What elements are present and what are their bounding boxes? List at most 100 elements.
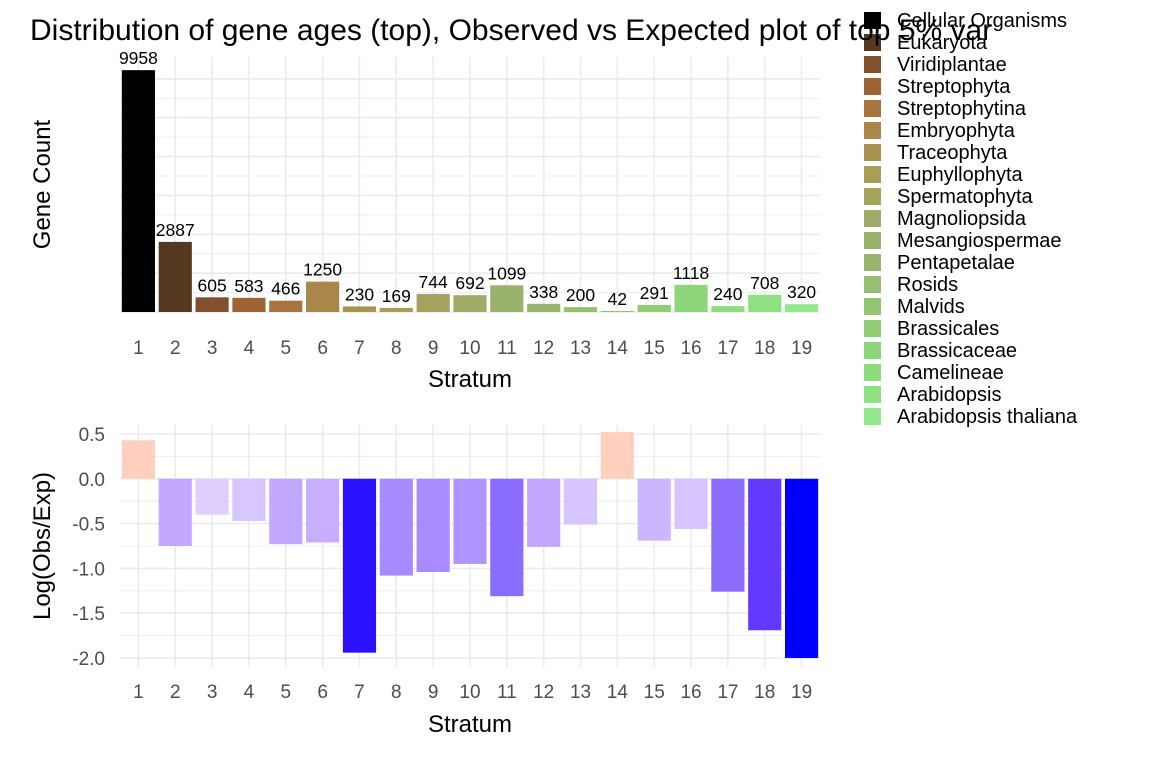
bar bbox=[637, 478, 671, 541]
data-label: 605 bbox=[198, 275, 227, 295]
x-tick-label: 16 bbox=[680, 338, 701, 359]
legend-label: Cellular Organisms bbox=[897, 10, 1067, 32]
bar bbox=[453, 295, 487, 312]
x-tick-label: 14 bbox=[607, 338, 629, 359]
y-tick-label: 0.5 bbox=[79, 425, 105, 446]
bar bbox=[490, 285, 524, 312]
legend-label: Malvids bbox=[897, 296, 965, 318]
bar bbox=[527, 303, 561, 312]
x-tick-label: 19 bbox=[791, 338, 812, 359]
y-tick-label: -1.5 bbox=[72, 604, 105, 625]
legend-key bbox=[864, 276, 881, 293]
legend-label: Traceophyta bbox=[897, 142, 1008, 164]
x-tick-label: 18 bbox=[754, 338, 775, 359]
data-label: 9958 bbox=[119, 48, 158, 68]
data-label: 338 bbox=[529, 282, 558, 302]
x-tick-label: 1 bbox=[133, 682, 144, 703]
data-label: 42 bbox=[608, 289, 627, 309]
y-axis-title: Log(Obs/Exp) bbox=[29, 472, 56, 620]
data-label: 1118 bbox=[673, 263, 709, 283]
x-tick-label: 9 bbox=[428, 338, 439, 359]
data-label: 708 bbox=[750, 273, 779, 293]
legend-key bbox=[864, 166, 881, 183]
legend-key bbox=[864, 386, 881, 403]
legend-label: Brassicaceae bbox=[897, 340, 1017, 362]
x-tick-label: 6 bbox=[317, 338, 328, 359]
x-tick-label: 12 bbox=[533, 682, 554, 703]
bar bbox=[490, 478, 524, 597]
x-tick-label: 15 bbox=[644, 682, 665, 703]
x-tick-label: 3 bbox=[207, 682, 218, 703]
x-tick-label: 2 bbox=[170, 338, 181, 359]
bar bbox=[674, 284, 708, 312]
legend-key bbox=[864, 320, 881, 337]
bar bbox=[674, 478, 708, 529]
legend-label: Embryophyta bbox=[897, 120, 1016, 142]
legend-label: Euphyllophyta bbox=[897, 164, 1024, 186]
bar bbox=[600, 432, 634, 479]
legend-key bbox=[864, 408, 881, 425]
legend-key bbox=[864, 34, 881, 51]
x-tick-label: 8 bbox=[391, 682, 402, 703]
bar bbox=[121, 70, 155, 312]
obs-vs-exp-panel: 0.50.0-0.5-1.0-1.5-2.01 2 3 4 5 6 7 8 9 10 11 12 13 1… bbox=[29, 425, 820, 738]
x-tick-label: 7 bbox=[354, 682, 365, 703]
legend-label: Spermatophyta bbox=[897, 186, 1034, 208]
x-tick-label: 4 bbox=[244, 682, 255, 703]
y-tick-label: 0.0 bbox=[79, 470, 105, 491]
x-tick-label: 7 bbox=[354, 338, 365, 359]
x-tick-label: 1 bbox=[133, 338, 144, 359]
data-label: 200 bbox=[566, 285, 595, 305]
chart-title: Distribution of gene ages (top), Observe… bbox=[30, 14, 992, 47]
x-tick-label: 12 bbox=[533, 338, 554, 359]
legend-key bbox=[864, 298, 881, 315]
data-label: 1099 bbox=[487, 263, 526, 283]
legend-label: Eukaryota bbox=[897, 32, 988, 54]
x-tick-label: 11 bbox=[497, 682, 517, 703]
bar bbox=[121, 440, 155, 479]
data-label: 583 bbox=[234, 276, 263, 296]
bar bbox=[785, 478, 819, 659]
bar bbox=[306, 281, 340, 312]
x-tick-label: 4 bbox=[244, 338, 255, 359]
legend-key bbox=[864, 12, 881, 29]
legend-label: Rosids bbox=[897, 274, 958, 296]
legend-label: Arabidopsis thaliana bbox=[897, 406, 1078, 428]
bar bbox=[563, 307, 598, 312]
data-label: 2887 bbox=[156, 220, 195, 240]
bar bbox=[269, 478, 303, 545]
legend-key bbox=[864, 364, 881, 381]
gene-count-panel: 9958 1 2887 2 605 3 583 4 466 5 1250 6 230 7 169 8 744 9 6… bbox=[29, 48, 820, 393]
legend: Cellular OrganismsEukaryotaViridiplantae… bbox=[864, 10, 1078, 428]
x-tick-label: 17 bbox=[717, 682, 738, 703]
bar bbox=[563, 478, 598, 525]
bar bbox=[379, 307, 413, 312]
bar bbox=[306, 478, 340, 543]
data-label: 291 bbox=[640, 283, 669, 303]
x-tick-label: 19 bbox=[791, 682, 812, 703]
bar bbox=[748, 294, 782, 312]
bar bbox=[453, 478, 487, 564]
legend-key bbox=[864, 78, 881, 95]
bar bbox=[158, 478, 192, 546]
legend-label: Magnoliopsida bbox=[897, 208, 1027, 230]
bar bbox=[195, 297, 229, 312]
legend-label: Streptophytina bbox=[897, 98, 1027, 120]
legend-key bbox=[864, 100, 881, 117]
x-tick-label: 3 bbox=[207, 338, 218, 359]
data-label: 466 bbox=[271, 279, 300, 299]
x-tick-label: 10 bbox=[459, 338, 480, 359]
legend-label: Arabidopsis bbox=[897, 384, 1002, 406]
y-axis-title: Gene Count bbox=[29, 119, 56, 249]
legend-label: Viridiplantae bbox=[897, 54, 1007, 76]
x-axis-title: Stratum bbox=[428, 711, 512, 738]
x-tick-label: 5 bbox=[281, 338, 292, 359]
bar bbox=[416, 478, 450, 572]
x-tick-label: 8 bbox=[391, 338, 402, 359]
bar bbox=[748, 478, 782, 631]
x-tick-label: 10 bbox=[459, 682, 480, 703]
data-label: 240 bbox=[713, 284, 742, 304]
data-label: 169 bbox=[382, 286, 411, 306]
bar bbox=[195, 478, 229, 515]
